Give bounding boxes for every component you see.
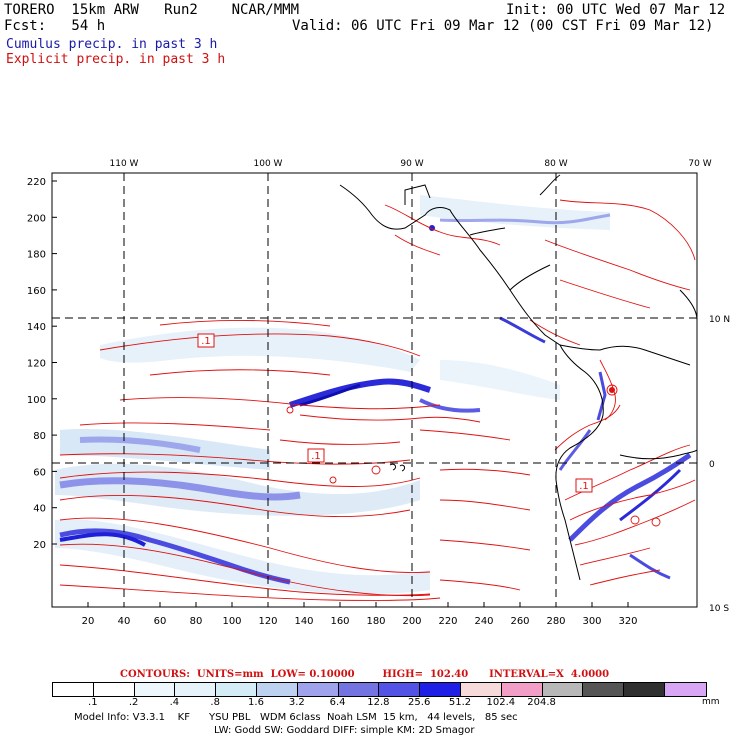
forecast-hour: Fcst: 54 h (4, 18, 106, 34)
legend-value: 25.6 (408, 697, 431, 708)
legend-value: 3.2 (288, 697, 305, 708)
contour-label: .1 (579, 481, 589, 492)
map-field: .1 .1 .1 (52, 173, 697, 607)
x-axis-ticks: 20 40 60 80 100 120 140 160 180 200 220 240 260 280 30… (82, 602, 638, 627)
longitude-labels: 110 W 100 W 90 W 80 W 70 W (110, 159, 712, 169)
lon-label: 100 W (254, 159, 283, 169)
cumulus-bands (59, 213, 692, 585)
x-tick-label: 40 (118, 616, 131, 627)
legend-value: 102.4 (486, 697, 516, 708)
legend-bin (624, 683, 665, 696)
legend-bin (379, 683, 421, 696)
contour-label: .1 (311, 451, 321, 462)
x-tick-label: 320 (618, 616, 637, 627)
lon-label: 110 W (110, 159, 139, 169)
legend-bin (93, 683, 135, 696)
x-tick-label: 280 (546, 616, 565, 627)
x-tick-label: 80 (190, 616, 203, 627)
y-tick-label: 160 (27, 286, 46, 297)
legend-bin (338, 683, 380, 696)
legend-bin (501, 683, 543, 696)
lat-label: 10 N (709, 315, 730, 325)
lon-label: 80 W (544, 159, 567, 169)
legend-value: 1.6 (248, 697, 264, 708)
legend-value: .4 (169, 697, 180, 708)
legend-value: 6.4 (329, 697, 346, 708)
legend-bin (583, 683, 625, 696)
lon-label: 70 W (688, 159, 711, 169)
legend-bin (542, 683, 584, 696)
y-axis-ticks: 220 200 180 160 140 120 100 80 60 40 20 (27, 177, 57, 551)
y-tick-label: 140 (27, 322, 46, 333)
legend-bin (175, 683, 217, 696)
y-tick-label: 20 (33, 540, 46, 551)
y-tick-label: 40 (33, 504, 46, 515)
x-tick-label: 300 (582, 616, 601, 627)
cumulus-label: Cumulus precip. in past 3 h (6, 37, 218, 52)
init-time: Init: 00 UTC Wed 07 Mar 12 (506, 2, 726, 18)
explicit-contours (59, 199, 696, 601)
y-tick-label: 100 (27, 395, 46, 406)
x-tick-label: 240 (474, 616, 493, 627)
legend-bin (420, 683, 461, 696)
legend-bin (53, 683, 94, 696)
x-tick-label: 120 (258, 616, 277, 627)
x-tick-label: 160 (330, 616, 349, 627)
lat-label: 0 (709, 460, 715, 470)
legend-value: .8 (210, 697, 220, 708)
x-tick-label: 220 (438, 616, 457, 627)
y-tick-label: 80 (33, 431, 46, 442)
y-tick-label: 60 (33, 467, 46, 478)
y-tick-label: 200 (27, 213, 46, 224)
legend-colorbar (52, 682, 707, 697)
legend-bin (134, 683, 176, 696)
x-tick-label: 180 (366, 616, 385, 627)
x-tick-label: 60 (154, 616, 167, 627)
lat-label: 10 S (709, 604, 729, 614)
legend-value: .1 (88, 697, 98, 708)
run-title: TORERO 15km ARW Run2 NCAR/MMM (4, 2, 300, 18)
legend-bin (216, 683, 257, 696)
x-tick-label: 260 (510, 616, 529, 627)
graticule (52, 173, 697, 607)
latitude-labels: 10 N 0 10 S (709, 315, 730, 614)
x-tick-label: 100 (222, 616, 241, 627)
model-info: Model Info: V3.3.1 KF YSU PBL WDM 6class… (74, 712, 518, 723)
legend-value: .2 (128, 697, 139, 708)
y-tick-label: 120 (27, 359, 46, 370)
explicit-label: Explicit precip. in past 3 h (6, 52, 226, 67)
physics-info: LW: Godd SW: Goddard DIFF: simple KM: 2D… (214, 725, 475, 736)
legend-bin (664, 683, 706, 696)
legend-title: CONTOURS: UNITS=mm LOW= 0.10000 HIGH= 10… (120, 669, 610, 680)
legend-value: 12.8 (367, 697, 390, 708)
x-tick-label: 140 (294, 616, 313, 627)
contour-label-boxes: .1 .1 .1 (197, 333, 593, 493)
legend-bin (460, 683, 502, 696)
legend-unit: mm (702, 697, 720, 707)
x-tick-label: 200 (402, 616, 421, 627)
map-frame (51, 172, 698, 608)
y-tick-label: 180 (27, 250, 46, 261)
valid-time: Valid: 06 UTC Fri 09 Mar 12 (00 CST Fri … (292, 18, 714, 34)
legend-value: 51.2 (448, 697, 472, 708)
lon-label: 90 W (400, 159, 423, 169)
legend-bin (256, 683, 298, 696)
contour-label: .1 (201, 336, 211, 347)
y-tick-label: 220 (27, 177, 46, 188)
legend-bin (297, 683, 339, 696)
coastlines (339, 174, 697, 581)
legend-value: 204.8 (527, 697, 556, 708)
x-tick-label: 20 (82, 616, 95, 627)
